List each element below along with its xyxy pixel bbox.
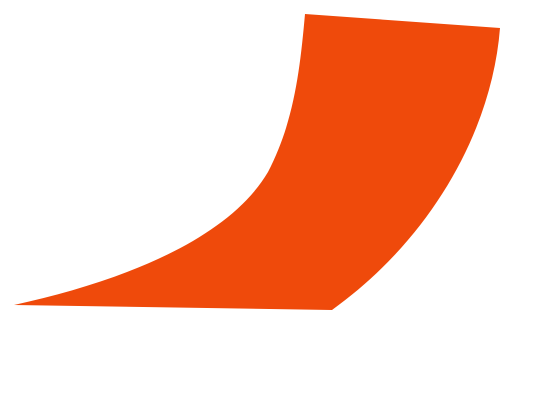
- orange-shape: [14, 14, 500, 310]
